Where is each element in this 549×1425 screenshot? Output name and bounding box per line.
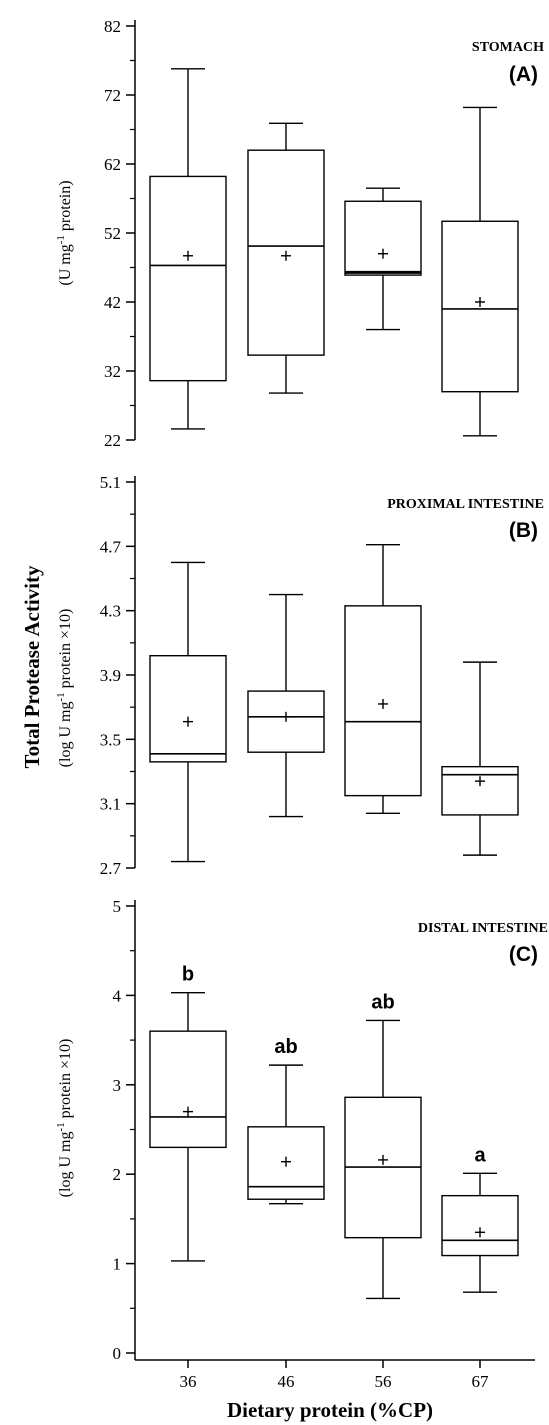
x-tick-label: 67 xyxy=(472,1372,490,1391)
shared-y-axis-label: Total Protease Activity xyxy=(20,565,44,768)
box-plot-67: a xyxy=(441,1144,519,1293)
y-axis-label: (U mg-1 protein) xyxy=(55,180,74,285)
y-tick-label: 32 xyxy=(104,362,121,381)
significance-letter: b xyxy=(182,964,194,986)
panel-title: STOMACH xyxy=(472,40,544,55)
panel-title: DISTAL INTESTINE xyxy=(418,921,548,936)
x-tick-label: 36 xyxy=(180,1372,197,1391)
iqr-box xyxy=(441,1194,519,1257)
panel-3: 0 1 2 3 4 5 (log U mg-1 protein ×10) DISTAL INT… xyxy=(55,897,548,1391)
box-plot-36: b xyxy=(149,964,227,1262)
x-tick-label: 56 xyxy=(375,1372,392,1391)
y-tick-label: 52 xyxy=(104,224,121,243)
box-plot-56: ab xyxy=(344,991,422,1300)
y-tick-label: 82 xyxy=(104,17,121,36)
x-tick-label: 46 xyxy=(278,1372,295,1391)
y-axis-label: (log U mg-1 protein ×10) xyxy=(55,609,74,768)
x-axis-title: Dietary protein (%CP) xyxy=(227,1398,433,1422)
panel-letter: (A) xyxy=(509,63,538,86)
iqr-box xyxy=(441,220,519,393)
y-tick-label: 4.3 xyxy=(100,602,121,621)
y-tick-label: 3.9 xyxy=(100,666,121,685)
iqr-box xyxy=(441,765,519,816)
y-tick-label: 3 xyxy=(113,1076,122,1095)
iqr-box xyxy=(344,605,422,797)
y-tick-label: 1 xyxy=(113,1255,122,1274)
y-tick-label: 2 xyxy=(113,1165,122,1184)
panel-2: 2.7 3.1 3.5 3.9 4.3 4.7 5.1 (log U mg-1 protein… xyxy=(55,473,544,878)
box-plot-46 xyxy=(247,122,325,394)
significance-letter: ab xyxy=(371,991,394,1013)
box-plot-36 xyxy=(149,68,227,430)
panel-title: PROXIMAL INTESTINE xyxy=(387,497,544,512)
y-tick-label: 2.7 xyxy=(100,859,122,878)
box-plot-46: ab xyxy=(247,1036,325,1205)
y-tick-label: 5 xyxy=(113,897,122,916)
y-tick-label: 4.7 xyxy=(100,537,122,556)
iqr-box xyxy=(149,175,227,382)
panel-1: 22 32 42 52 62 72 82 (U mg-1 protein) STOMACH (A) xyxy=(55,17,544,450)
y-tick-label: 62 xyxy=(104,155,121,174)
box-plot-56 xyxy=(344,187,422,331)
y-tick-label: 3.5 xyxy=(100,730,121,749)
iqr-box xyxy=(149,655,227,763)
y-tick-label: 5.1 xyxy=(100,473,121,492)
panel-letter: (B) xyxy=(509,519,538,542)
y-tick-label: 42 xyxy=(104,293,121,312)
box-plot-36 xyxy=(149,561,227,863)
y-tick-label: 22 xyxy=(104,431,121,450)
y-tick-label: 3.1 xyxy=(100,795,121,814)
box-plot-56 xyxy=(344,544,422,815)
box-plot-67 xyxy=(441,661,519,856)
iqr-box xyxy=(149,1030,227,1149)
panel-letter: (C) xyxy=(509,943,538,966)
box-plot-46 xyxy=(247,593,325,818)
y-tick-label: 72 xyxy=(104,86,121,105)
y-tick-label: 4 xyxy=(113,986,122,1005)
iqr-box xyxy=(344,200,422,276)
significance-letter: ab xyxy=(274,1036,297,1058)
box-plot-67 xyxy=(441,106,519,437)
iqr-box xyxy=(247,690,325,753)
significance-letter: a xyxy=(474,1144,486,1166)
y-axis-label: (log U mg-1 protein ×10) xyxy=(55,1039,74,1198)
iqr-box xyxy=(247,149,325,356)
iqr-box xyxy=(247,1126,325,1200)
y-tick-label: 0 xyxy=(113,1344,122,1363)
